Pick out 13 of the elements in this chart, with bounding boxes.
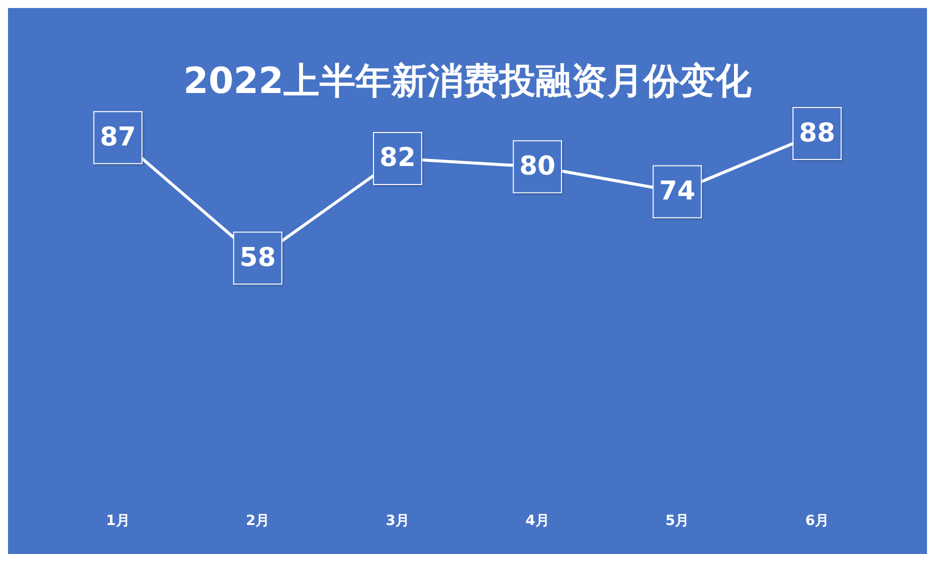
data-label: 88 bbox=[798, 118, 836, 148]
data-label: 87 bbox=[100, 122, 136, 152]
x-tick-label: 2月 bbox=[246, 513, 270, 530]
data-label: 58 bbox=[240, 242, 276, 273]
x-tick-label: 6月 bbox=[805, 513, 829, 530]
chart-title: 2022上半年新消费投融资月份变化 bbox=[183, 60, 753, 102]
x-tick-label: 5月 bbox=[665, 513, 690, 530]
x-tick-label: 3月 bbox=[386, 513, 410, 530]
data-label: 82 bbox=[379, 143, 416, 174]
x-tick-label: 1月 bbox=[106, 513, 130, 530]
data-label: 80 bbox=[519, 152, 556, 182]
x-tick-label: 4月 bbox=[526, 513, 550, 530]
data-label: 74 bbox=[659, 176, 696, 206]
